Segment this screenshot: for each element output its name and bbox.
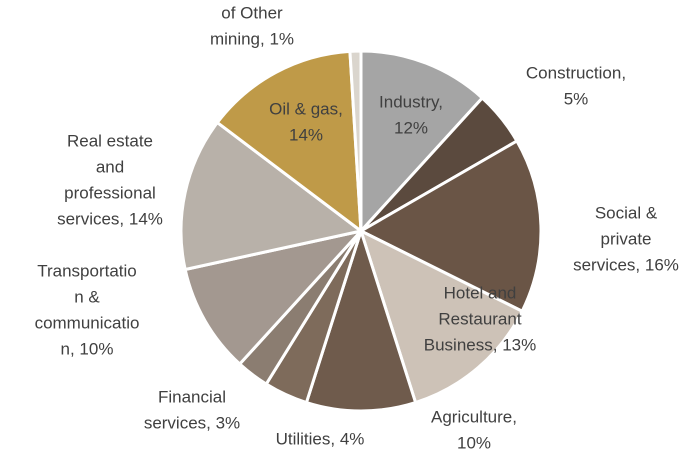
pie-slice: [359, 139, 543, 313]
data-label: services, 14%: [57, 209, 163, 228]
data-label: Restaurant: [438, 309, 521, 328]
data-label: services, 16%: [573, 255, 679, 274]
data-label: communicatio: [35, 313, 140, 332]
data-label: Utilities, 4%: [276, 429, 365, 448]
pie-slice: [179, 121, 363, 272]
data-label: and: [96, 157, 124, 176]
data-label: Business, 13%: [424, 335, 536, 354]
data-label: Agriculture,: [431, 407, 517, 426]
data-label: 12%: [394, 118, 428, 137]
data-label: Construction,: [526, 63, 626, 82]
pie-slice: [359, 229, 524, 405]
data-label: Industry,: [379, 92, 443, 111]
pie-slice: [359, 49, 484, 233]
data-label: Financial: [158, 387, 226, 406]
data-label: professional: [64, 183, 156, 202]
data-label: Hotel and: [444, 283, 517, 302]
data-label: 10%: [457, 433, 491, 452]
pie-slice: [304, 229, 418, 413]
data-label: Transportatio: [37, 261, 137, 280]
data-label: 5%: [564, 89, 589, 108]
data-label: of Other: [221, 3, 283, 22]
data-label: Real estate: [67, 131, 153, 150]
pie-slice: [348, 49, 363, 233]
data-label: 14%: [289, 125, 323, 144]
data-label: n, 10%: [61, 339, 114, 358]
data-label: n &: [74, 287, 100, 306]
data-label: private: [600, 229, 651, 248]
pie-slice: [215, 49, 363, 233]
data-label: mining, 1%: [210, 29, 294, 48]
data-label: services, 3%: [144, 413, 240, 432]
data-label: Oil & gas,: [269, 99, 343, 118]
pie-slice: [183, 229, 363, 366]
data-label: Social &: [595, 203, 658, 222]
